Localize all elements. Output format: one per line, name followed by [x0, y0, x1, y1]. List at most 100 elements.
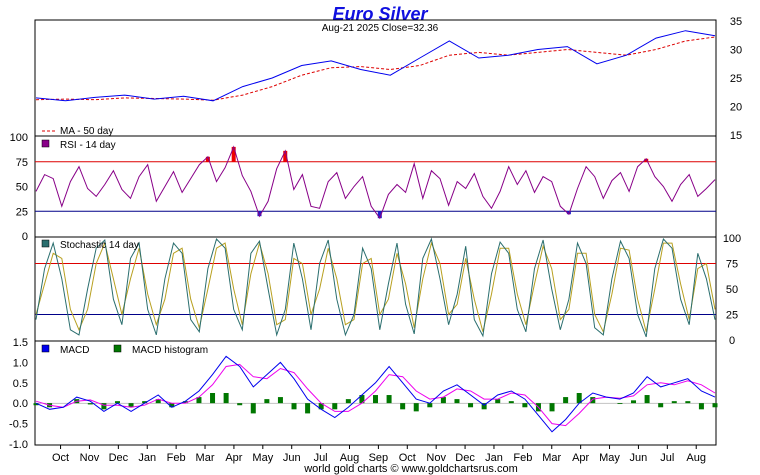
macd-histogram-bar	[291, 403, 297, 410]
xaxis-month-label: May	[252, 452, 273, 464]
chart-title: Euro Silver	[332, 4, 428, 24]
xaxis-month-label: Jun	[630, 452, 648, 464]
macd-histogram-bar	[617, 403, 623, 405]
xaxis-month-label: Jul	[660, 452, 674, 464]
macd-histogram-bar	[400, 403, 406, 410]
xaxis-month-label: Oct	[52, 452, 69, 464]
axis-ticks: 15 20 25 30 35 0 25 50 75 100 0 25 50 75 100 -1.0 -0.5 0.…	[9, 16, 742, 464]
xaxis-month-label: Nov	[80, 452, 100, 464]
macd-histogram-bar	[386, 395, 392, 404]
macd-signal-line	[35, 363, 716, 427]
macd-histogram-bar	[250, 403, 256, 414]
price-ytick-label: 30	[730, 45, 742, 57]
rsi-ytick-label: 75	[16, 157, 28, 169]
xaxis-month-label: Sep	[369, 452, 389, 464]
macd-histogram-bar	[427, 403, 433, 408]
macd-histogram-bar	[305, 403, 311, 414]
xaxis-month-label: Apr	[572, 452, 589, 464]
macd-histogram-bar	[196, 397, 202, 404]
macd-legend: MACD MACD histogram	[41, 344, 208, 356]
xaxis-month-label: Mar	[196, 452, 215, 464]
ma-legend-label: MA - 50 day	[60, 126, 113, 137]
xaxis-month-label: Jan	[138, 452, 156, 464]
rsi-overbought-fill	[205, 156, 210, 162]
macd-histogram-bar	[169, 403, 175, 408]
rsi-ytick-label: 25	[16, 206, 28, 218]
ma-legend: MA - 50 day	[42, 126, 113, 137]
macd-histogram-bar	[87, 403, 93, 405]
macd-histogram-bar	[345, 399, 351, 404]
macd-legend-swatch	[41, 344, 50, 353]
macd-histogram-bars	[33, 393, 718, 414]
rsi-ytick-label: 50	[16, 182, 28, 194]
stochastic-legend-swatch	[41, 239, 50, 248]
macd-histogram-bar	[685, 401, 691, 404]
rsi-ytick-label: 0	[22, 231, 28, 243]
rsi-legend-swatch	[41, 139, 50, 148]
macd-histogram-bar	[468, 403, 474, 408]
xaxis-month-label: Feb	[167, 452, 186, 464]
macd-histogram-bar	[481, 403, 487, 410]
stochastic-d-line	[35, 241, 716, 334]
rsi-overbought-fill	[283, 150, 288, 162]
rsi-overbought-fill	[644, 158, 649, 162]
macd-histogram-bar	[549, 403, 555, 412]
macd-histogram-bar	[644, 395, 650, 404]
macd-histogram-bar	[671, 401, 677, 404]
xaxis-month-label: Aug	[686, 452, 706, 464]
macd-histogram-bar	[223, 393, 229, 404]
chart-footer: world gold charts © www.goldchartsrus.co…	[303, 463, 518, 475]
price-ytick-label: 15	[730, 130, 742, 142]
macd-line	[35, 355, 716, 433]
macd-histogram-bar	[454, 399, 460, 404]
macd-histogram-bar	[495, 399, 501, 404]
macd-ytick-label: 1.0	[13, 357, 28, 369]
macd-histogram-bar	[155, 399, 161, 404]
stochastic-ytick-label: 100	[723, 233, 741, 245]
xaxis-month-label: Apr	[225, 452, 242, 464]
xaxis-month-label: Jan	[485, 452, 503, 464]
stochastic-ytick-label: 75	[726, 259, 738, 271]
series-lines	[35, 30, 716, 433]
macd-histogram-bar	[658, 403, 664, 408]
rsi-legend: RSI - 14 day	[41, 139, 116, 151]
macd-histogram-bar	[33, 403, 39, 406]
macd-histogram-bar	[631, 400, 637, 404]
macd-histogram-bar	[114, 401, 120, 404]
macd-histogram-bar	[318, 403, 324, 410]
stochastic-ytick-label: 50	[726, 284, 738, 296]
rsi-legend-label: RSI - 14 day	[60, 140, 116, 151]
price-line	[35, 30, 716, 102]
macd-histogram-bar	[576, 393, 582, 404]
macd-histogram-bar	[101, 403, 107, 410]
macd-histogram-bar	[332, 403, 338, 410]
rsi-oversold-fill	[377, 211, 382, 219]
xaxis-month-label: Jul	[314, 452, 328, 464]
rsi-ytick-label: 100	[10, 132, 28, 144]
macd-histogram-bar	[142, 401, 148, 404]
macd-panel-frame	[34, 340, 717, 446]
macd-histogram-bar	[264, 399, 270, 404]
macd-histogram-bar	[698, 403, 704, 410]
macd-ytick-label: -0.5	[9, 419, 28, 431]
rsi-line	[35, 145, 716, 220]
rsi-overbought-fill	[231, 146, 236, 162]
macd-histogram-bar	[182, 401, 188, 404]
stochastic-k-line	[35, 237, 716, 338]
macd-histogram-bar	[128, 403, 134, 408]
macd-histogram-bar	[359, 395, 365, 404]
xaxis-month-label: Jun	[283, 452, 301, 464]
stochastic-legend-label: Stochastic 14 day	[60, 240, 139, 251]
macd-histogram-bar	[373, 395, 378, 404]
xaxis-month-label: Dec	[109, 452, 129, 464]
stochastic-ytick-label: 25	[726, 310, 738, 322]
chart-subtitle: Aug-21 2025 Close=32.36	[322, 23, 439, 34]
xaxis-month-label: Feb	[513, 452, 532, 464]
xaxis-month-label: May	[599, 452, 620, 464]
xaxis-month-label: Aug	[340, 452, 360, 464]
price-ytick-label: 25	[730, 73, 742, 85]
macd-histogram-bar	[277, 397, 283, 404]
macd-ytick-label: 0.5	[13, 378, 28, 390]
reference-lines	[35, 146, 716, 404]
